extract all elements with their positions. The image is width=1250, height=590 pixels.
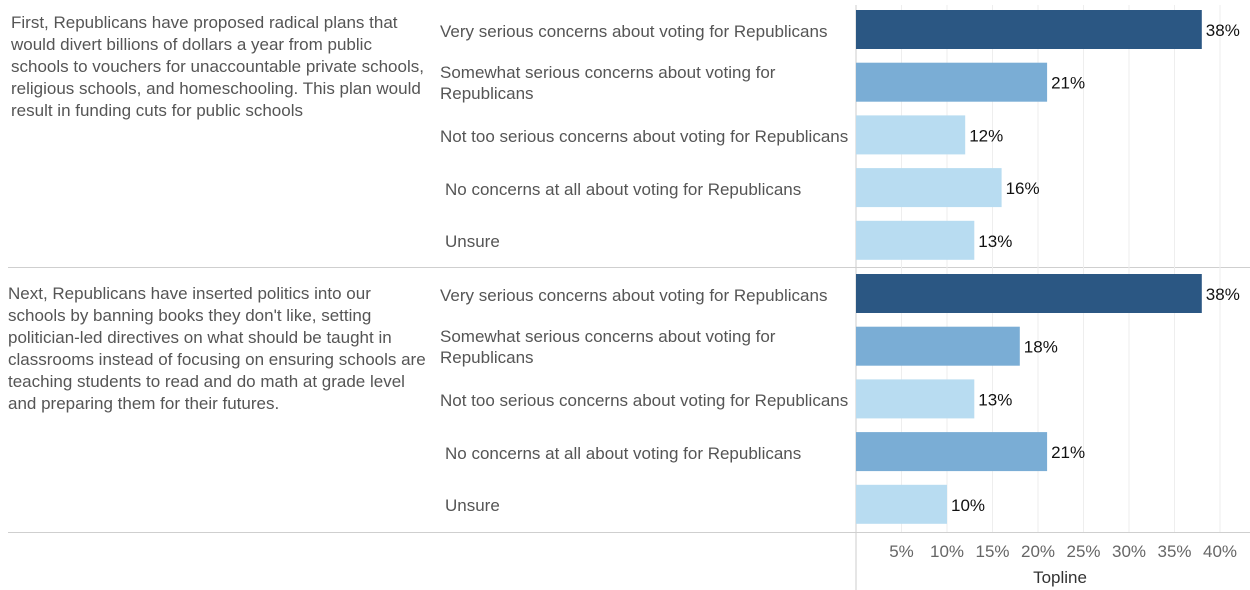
bar-value-label: 38% — [1206, 21, 1240, 40]
panel-divider — [8, 532, 1250, 533]
bar-value-label: 16% — [1006, 179, 1040, 198]
x-tick-label: 10% — [930, 542, 964, 561]
bar-value-label: 13% — [978, 390, 1012, 409]
category-label: Not too serious concerns about voting fo… — [440, 390, 849, 410]
x-tick-label: 35% — [1157, 542, 1191, 561]
x-tick-label: 40% — [1203, 542, 1237, 561]
question-2-text: Next, Republicans have inserted politics… — [8, 284, 426, 413]
bar-value-label: 18% — [1024, 338, 1058, 357]
bar — [856, 326, 1020, 366]
bar — [856, 10, 1202, 49]
bar — [856, 115, 966, 155]
x-axis-title: Topline — [1033, 568, 1087, 587]
x-tick-label: 15% — [975, 542, 1009, 561]
question-1-text: First, Republicans have proposed radical… — [11, 13, 424, 120]
category-label: Very serious concerns about voting for R… — [440, 21, 828, 41]
bar-value-label: 21% — [1051, 74, 1085, 93]
category-label: Somewhat serious concerns about voting f… — [440, 63, 776, 103]
bar-value-label: 38% — [1206, 285, 1240, 304]
bar — [856, 432, 1048, 472]
bar-value-label: 21% — [1051, 443, 1085, 462]
bar — [856, 274, 1202, 313]
bar — [856, 220, 975, 260]
bar-value-label: 10% — [951, 496, 985, 515]
bar — [856, 62, 1048, 102]
x-tick-label: 20% — [1021, 542, 1055, 561]
bar-value-label: 12% — [969, 126, 1003, 145]
category-label: Not too serious concerns about voting fo… — [440, 126, 849, 146]
category-label: No concerns at all about voting for Repu… — [445, 443, 802, 463]
category-label: No concerns at all about voting for Repu… — [445, 179, 802, 199]
bar — [856, 168, 1002, 208]
bar — [856, 484, 947, 524]
bar — [856, 379, 975, 419]
panel-divider — [8, 267, 1250, 268]
bar-value-label: 13% — [978, 232, 1012, 251]
category-label: Very serious concerns about voting for R… — [440, 285, 828, 305]
x-tick-label: 5% — [889, 542, 914, 561]
category-label: Somewhat serious concerns about voting f… — [440, 327, 776, 367]
category-label: Unsure — [445, 495, 500, 515]
x-tick-label: 25% — [1066, 542, 1100, 561]
category-label: Unsure — [445, 231, 500, 251]
x-tick-label: 30% — [1112, 542, 1146, 561]
